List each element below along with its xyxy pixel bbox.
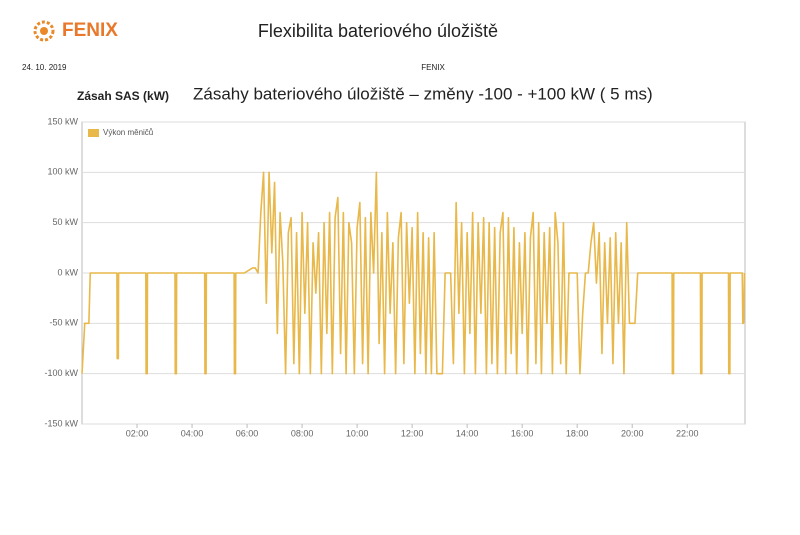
y-tick-label: -100 kW [44,368,78,378]
page-title: Flexibilita bateriového úložiště [258,21,498,41]
y-tick-label: -50 kW [49,318,78,328]
x-tick-label: 20:00 [621,428,644,438]
legend-swatch [88,129,99,137]
x-tick-label: 18:00 [566,428,589,438]
date: 24. 10. 2019 [22,63,67,72]
logo-text: FENIX [62,20,118,41]
logo-icon [33,20,55,42]
y-tick-label: 0 kW [57,267,78,277]
x-tick-label: 04:00 [181,428,204,438]
x-tick-label: 08:00 [291,428,314,438]
x-tick-label: 02:00 [126,428,149,438]
y-tick-label: 150 kW [47,116,78,126]
x-tick-label: 14:00 [456,428,479,438]
y-tick-label: 50 kW [52,217,78,227]
source: FENIX [421,63,445,72]
chart-title: Zásahy bateriového úložiště – změny -100… [193,84,653,103]
x-tick-label: 10:00 [346,428,369,438]
x-tick-label: 12:00 [401,428,424,438]
series-line [81,171,746,375]
y-tick-label: -150 kW [44,418,78,428]
legend-label: Výkon měničů [103,128,153,137]
y-tick-label: 100 kW [47,167,78,177]
y-axis-label: Zásah SAS (kW) [77,89,169,103]
x-tick-label: 16:00 [511,428,534,438]
x-tick-label: 06:00 [236,428,259,438]
x-tick-label: 22:00 [676,428,699,438]
